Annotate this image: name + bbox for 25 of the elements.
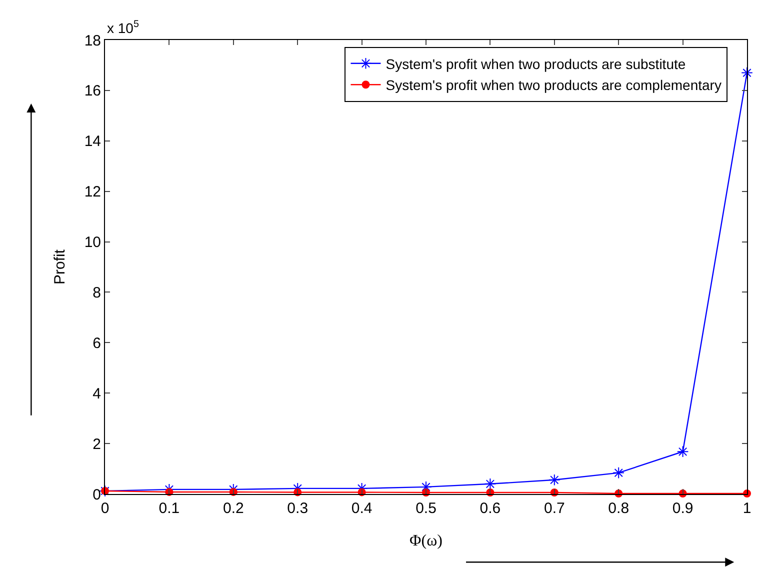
x-tick-label: 1 xyxy=(742,500,752,517)
x-tick-label: 0.7 xyxy=(544,500,565,517)
y-tick-label: 18 xyxy=(84,32,101,50)
y-tick-label: 14 xyxy=(84,133,101,150)
y-tick-label: 10 xyxy=(84,234,101,252)
x-tick-label: 0.9 xyxy=(672,500,694,517)
y-tick-label: 2 xyxy=(92,436,101,453)
x-tick-label: 0.2 xyxy=(222,500,244,517)
x-tick-label: 0.4 xyxy=(351,500,372,517)
x-tick-label: 0.5 xyxy=(416,500,436,517)
x-tick-label: 0.6 xyxy=(480,500,501,517)
x-tick-label: 0.1 xyxy=(158,500,180,517)
y-axis-title: Profit xyxy=(52,248,69,285)
x-tick-label: 0.8 xyxy=(608,500,630,517)
x-axis-title: Φ(ω) xyxy=(410,532,442,550)
y-tick-label: 8 xyxy=(92,284,101,302)
y-tick-label: 4 xyxy=(92,385,101,402)
y-tick-label: 6 xyxy=(92,334,101,352)
legend-label: System's profit when two products are substitute xyxy=(386,56,686,72)
x-tick-label: 0.3 xyxy=(287,500,308,517)
y-tick-label: 12 xyxy=(84,184,101,201)
legend-label: System's profit when two products are complementary xyxy=(386,77,722,94)
y-tick-label: 16 xyxy=(84,82,101,100)
y-tick-label: 0 xyxy=(92,486,101,504)
text: x 10$^{5}$ xyxy=(107,19,140,36)
